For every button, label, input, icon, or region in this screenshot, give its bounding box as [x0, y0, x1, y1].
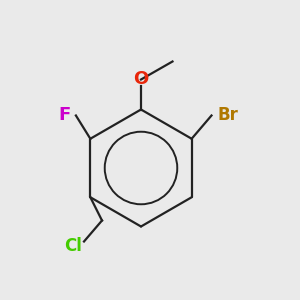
- Text: Br: Br: [218, 106, 239, 124]
- Text: O: O: [134, 70, 148, 88]
- Text: F: F: [58, 106, 70, 124]
- Text: Cl: Cl: [64, 237, 82, 255]
